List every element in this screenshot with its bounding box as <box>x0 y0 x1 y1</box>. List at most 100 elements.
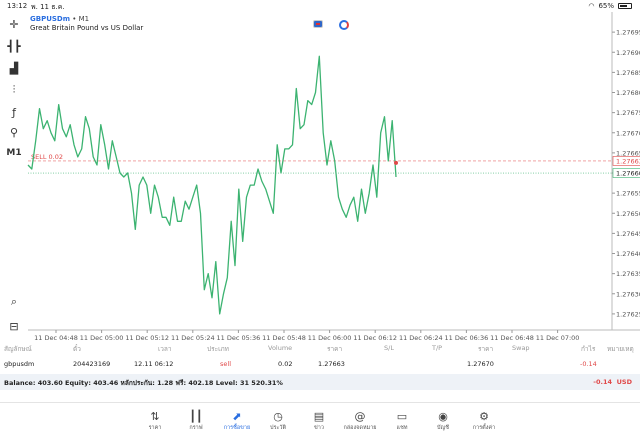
y-tick-label: 1.27675 <box>616 109 640 117</box>
current-price-badge <box>612 168 640 178</box>
sell-level-label: SELL 0.02 <box>31 153 63 161</box>
status-date: พ. 11 ธ.ค. <box>31 3 65 11</box>
x-tick-label: 11 Dec 07:00 <box>536 334 580 342</box>
trade-entry-marker <box>394 160 398 165</box>
nav-label: ประวัติ <box>269 425 287 431</box>
y-tick-label: 1.27640 <box>616 250 640 258</box>
account-currency: USD <box>616 378 632 386</box>
x-tick-label: 11 Dec 06:24 <box>399 334 443 342</box>
y-tick-label: 1.27670 <box>616 129 640 137</box>
nav-chart[interactable]: ┃┃ กราฟ <box>176 409 216 432</box>
col-volume: Volume <box>268 344 293 352</box>
position-ticket: 204423169 <box>73 360 111 368</box>
y-tick-label: 1.27635 <box>616 270 640 278</box>
y-tick-label: 1.27690 <box>616 49 640 57</box>
y-tick-label: 1.27680 <box>616 89 640 97</box>
bars-icon[interactable]: ▟ <box>9 61 19 75</box>
x-tick-label: 11 Dec 04:48 <box>34 334 78 342</box>
nav-quotes[interactable]: ⇅ ราคา <box>135 409 175 432</box>
positions-header: สัญลักษณ์ ตั๋ว เวลา ประเภท Volume ราคา S… <box>0 344 640 356</box>
y-tick-label: 1.27650 <box>616 210 640 218</box>
nav-trade[interactable]: ⬈ การซื้อขาย <box>217 409 257 432</box>
history-icon: ◷ <box>273 410 283 423</box>
chart-icon: ┃┃ <box>189 410 203 423</box>
news-icon: ▤ <box>313 410 325 423</box>
x-tick-label: 11 Dec 06:48 <box>490 334 534 342</box>
position-symbol: gbpusdm <box>4 360 35 368</box>
price-series-line <box>27 55 397 315</box>
account-icon: ◉ <box>438 410 448 423</box>
battery-percent: 65% <box>598 2 614 10</box>
mailbox-icon: @ <box>354 410 366 423</box>
chat-icon: ▭ <box>396 410 408 423</box>
total-profit: -0.14 <box>593 378 612 386</box>
nav-label: แชท <box>396 425 408 431</box>
bottom-nav: ⇅ ราคา ┃┃ กราฟ ⬈ การซื้อขาย ◷ ประวัติ ▤ … <box>0 402 640 447</box>
nav-news[interactable]: ▤ ข่าว <box>299 409 339 432</box>
y-tick-label: 1.27645 <box>616 230 640 238</box>
nav-label: ราคา <box>148 425 162 431</box>
position-open-price: 1.27663 <box>318 360 345 368</box>
col-time: เวลา <box>158 345 172 353</box>
quotes-icon: ⇅ <box>150 410 160 423</box>
nav-label: กราฟ <box>189 425 203 431</box>
current-price-badge-text: 1.27660 <box>616 170 640 178</box>
one-click-trading-icon[interactable] <box>313 20 323 28</box>
col-comment: หมายเหตุ <box>607 345 634 353</box>
chart-timeframe: M1 <box>78 15 90 23</box>
price-chart[interactable]: 1.27695 1.27690 1.27685 1.27680 1.27675 1.276… <box>0 12 640 344</box>
nav-label: ข่าว <box>314 425 324 431</box>
chart-header: GBPUSDm • M1 Great Britain Pound vs US D… <box>30 15 144 32</box>
objects-icon[interactable]: ⚲ <box>9 125 19 139</box>
y-tick-label: 1.27695 <box>616 29 640 37</box>
status-time: 13:12 <box>7 2 28 10</box>
chart-toolbar: ✛ ┫┣ ▟ ⫶ ƒ ⚲ M1 ⌕ ⊟ <box>0 12 28 333</box>
col-current-price: ราคา <box>478 345 494 353</box>
nav-account[interactable]: ◉ บัญชี <box>423 409 463 432</box>
x-tick-label: 11 Dec 06:00 <box>308 334 352 342</box>
x-tick-label: 11 Dec 06:36 <box>445 334 489 342</box>
balance-row: Balance: 403.60 Equity: 403.46 หลักประกั… <box>0 374 640 390</box>
status-bar: 13:12 พ. 11 ธ.ค. ◠ 65% <box>0 0 640 13</box>
chart-symbol[interactable]: GBPUSDm <box>30 15 71 23</box>
position-type: sell <box>220 360 231 368</box>
x-tick-label: 11 Dec 05:00 <box>80 334 124 342</box>
nav-label: บัญชี <box>437 425 449 431</box>
sell-price-badge <box>612 156 640 166</box>
x-tick-label: 11 Dec 05:24 <box>171 334 215 342</box>
col-ticket: ตั๋ว <box>73 345 81 353</box>
col-symbol: สัญลักษณ์ <box>4 345 32 353</box>
one-click-icon[interactable]: ⊟ <box>9 319 19 333</box>
wifi-icon: ◠ <box>588 2 595 10</box>
nav-mailbox[interactable]: @ กล่องจดหมาย <box>340 409 380 432</box>
indicators-icon[interactable]: ⫶ <box>12 83 16 96</box>
y-tick-label: 1.27655 <box>616 190 640 198</box>
candles-icon[interactable]: ┫┣ <box>7 39 21 53</box>
col-type: ประเภท <box>207 345 229 353</box>
position-profit: -0.14 <box>580 360 597 368</box>
x-tick-label: 11 Dec 05:36 <box>217 334 261 342</box>
x-tick-label: 11 Dec 05:12 <box>125 334 169 342</box>
nav-label: การตั้งค่า <box>472 425 496 431</box>
function-icon[interactable]: ƒ <box>12 105 16 119</box>
y-tick-label: 1.27685 <box>616 69 640 77</box>
chart-description: Great Britain Pound vs US Dollar <box>30 24 144 32</box>
timeframe-button[interactable]: M1 <box>6 148 22 158</box>
position-row[interactable]: gbpusdm 204423169 12.11 06:12 sell 0.02 … <box>0 360 640 372</box>
nav-history[interactable]: ◷ ประวัติ <box>258 409 298 432</box>
trade-icon: ⬈ <box>232 410 242 423</box>
col-profit: กำไร <box>581 345 596 353</box>
crosshair-icon[interactable]: ✛ <box>9 17 19 31</box>
search-icon[interactable]: ⌕ <box>10 295 18 308</box>
nav-chat[interactable]: ▭ แชท <box>382 409 422 432</box>
col-tp: T/P <box>432 344 443 352</box>
position-volume: 0.02 <box>278 360 293 368</box>
x-tick-label: 11 Dec 06:12 <box>353 334 397 342</box>
position-time: 12.11 06:12 <box>134 360 174 368</box>
battery-icon <box>618 3 632 9</box>
trade-level-icon[interactable] <box>339 20 349 30</box>
sell-price-badge-text: 1.27663 <box>616 157 640 165</box>
col-swap: Swap <box>512 344 530 352</box>
nav-settings[interactable]: ⚙ การตั้งค่า <box>464 409 504 432</box>
nav-label: กล่องจดหมาย <box>343 425 377 431</box>
